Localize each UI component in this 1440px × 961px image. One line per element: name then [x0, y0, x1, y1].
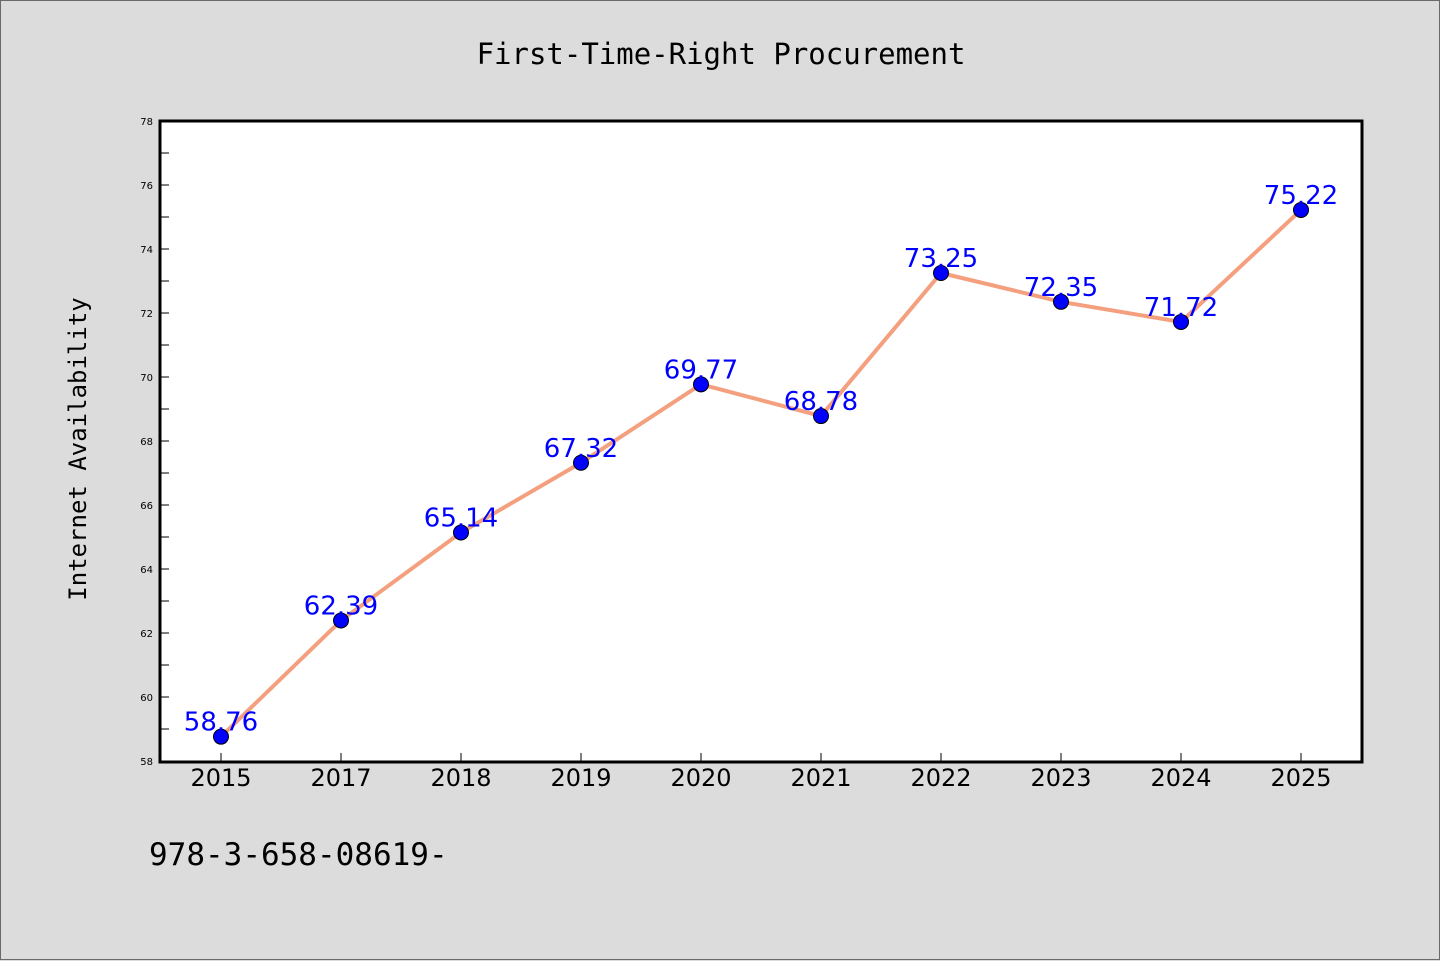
- plot-area: [158, 119, 1364, 764]
- data-point-marker: [693, 376, 709, 393]
- x-tick-label: 2018: [430, 764, 491, 792]
- series-line-group: [219, 207, 1303, 739]
- data-point-marker: [333, 612, 349, 629]
- data-point-label: 71.72: [1144, 293, 1218, 323]
- data-point-label: 58.76: [184, 708, 258, 738]
- data-point-marker: [573, 454, 589, 471]
- x-tick-label: 2020: [670, 764, 731, 792]
- data-point-marker: [1293, 201, 1309, 218]
- data-point-marker: [453, 524, 469, 541]
- data-point-label: 68.78: [784, 387, 858, 417]
- x-tick-label: 2023: [1030, 764, 1091, 792]
- data-labels: 58.76 62.39 65.14 67.32 69.77 68.78 73.25 72.35…: [184, 181, 1338, 738]
- y-axis-ticks: 58 60 62 64 66 68 70 72 74 76 78: [140, 117, 169, 768]
- data-point-label: 62.39: [304, 592, 378, 622]
- y-tick-label: 60: [140, 693, 153, 704]
- data-point-marker: [1053, 293, 1069, 310]
- data-point-label: 73.25: [904, 244, 978, 274]
- y-tick-label: 58: [140, 757, 153, 768]
- data-point-label: 75.22: [1264, 181, 1338, 211]
- data-point-marker: [1173, 313, 1189, 330]
- y-tick-label: 78: [140, 117, 153, 128]
- y-tick-label: 76: [140, 181, 153, 192]
- y-tick-label: 66: [140, 501, 153, 512]
- y-tick-label: 62: [140, 629, 153, 640]
- chart-title: First-Time-Right Procurement: [477, 37, 966, 71]
- x-tick-label: 2025: [1270, 764, 1331, 792]
- data-point-marker: [813, 408, 829, 425]
- x-tick-label: 2021: [790, 764, 851, 792]
- data-point-marker: [213, 728, 229, 745]
- y-tick-label: 68: [140, 437, 153, 448]
- x-tick-label: 2022: [910, 764, 971, 792]
- data-point-label: 72.35: [1024, 273, 1098, 303]
- data-point-marker: [933, 265, 949, 281]
- data-point-label: 65.14: [424, 504, 498, 534]
- y-tick-label: 74: [140, 245, 153, 256]
- y-tick-label: 64: [140, 565, 153, 576]
- x-tick-label: 2017: [310, 764, 371, 792]
- x-axis-ticks: 2015 2017 2018 2019 2020 2021 2022 2023 2024 2025: [190, 753, 1332, 792]
- footer-code: 978-3-658-08619-: [149, 837, 448, 873]
- data-point-label: 67.32: [544, 434, 618, 464]
- y-tick-label: 72: [140, 309, 153, 320]
- data-markers: [213, 201, 1309, 745]
- series-line: [219, 207, 1303, 739]
- x-tick-label: 2024: [1150, 764, 1211, 792]
- x-tick-label: 2019: [550, 764, 611, 792]
- x-tick-label: 2015: [190, 764, 251, 792]
- y-axis-label: Internet Availability: [64, 297, 92, 600]
- data-point-label: 69.77: [664, 355, 738, 385]
- y-tick-label: 70: [140, 373, 153, 384]
